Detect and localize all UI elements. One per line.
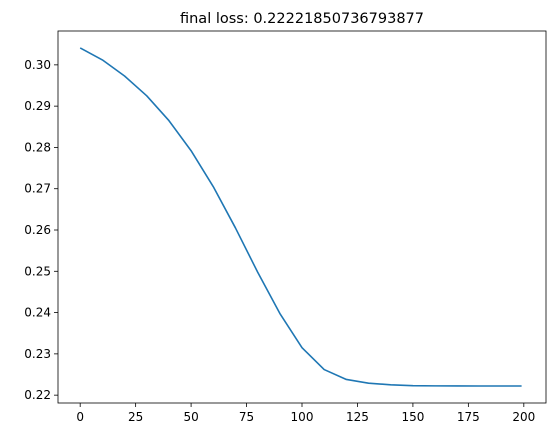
loss-series-line bbox=[79, 47, 522, 387]
x-tick-label: 125 bbox=[346, 410, 369, 424]
y-tick-label: 0.27 bbox=[24, 182, 51, 196]
x-tick-label: 100 bbox=[291, 410, 314, 424]
x-tick-label: 50 bbox=[183, 410, 198, 424]
x-tick-label: 25 bbox=[128, 410, 143, 424]
x-tick-label: 150 bbox=[401, 410, 424, 424]
x-tick-label: 0 bbox=[76, 410, 84, 424]
y-tick-label: 0.26 bbox=[24, 223, 51, 237]
y-tick-label: 0.29 bbox=[24, 99, 51, 113]
y-axis: 0.22 0.23 0.24 0.25 0.26 0.27 0.28 0.29 0.30 bbox=[24, 58, 58, 402]
y-tick-label: 0.30 bbox=[24, 58, 51, 72]
y-tick-label: 0.25 bbox=[24, 264, 51, 278]
y-tick-label: 0.24 bbox=[24, 306, 51, 320]
y-tick-label: 0.22 bbox=[24, 388, 51, 402]
x-tick-label: 175 bbox=[457, 410, 480, 424]
y-tick-label: 0.23 bbox=[24, 347, 51, 361]
y-tick-label: 0.28 bbox=[24, 140, 51, 154]
x-axis: 0 25 50 75 100 125 150 175 200 bbox=[76, 403, 535, 424]
x-tick-label: 200 bbox=[512, 410, 535, 424]
x-tick-label: 75 bbox=[239, 410, 254, 424]
chart-title: final loss: 0.22221850736793877 bbox=[180, 11, 424, 27]
series-layer bbox=[79, 47, 522, 387]
